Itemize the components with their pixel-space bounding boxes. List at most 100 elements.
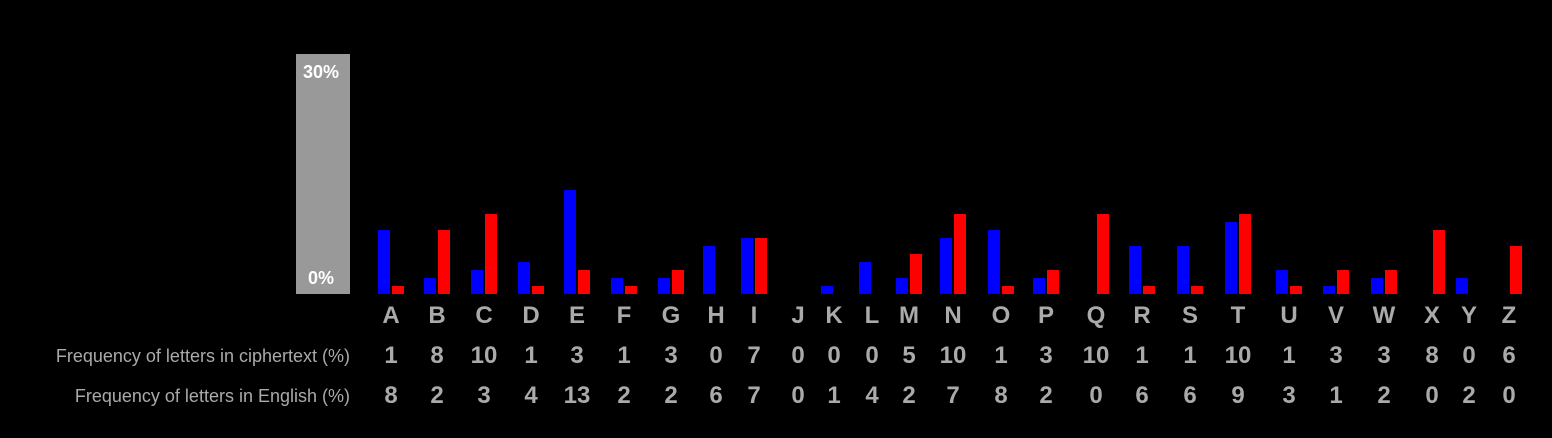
value-english-h: 6 [709,382,722,409]
value-english-o: 8 [994,382,1007,409]
bar-english-m [910,254,922,294]
bar-ciphertext-v [1323,286,1335,294]
value-ciphertext-i: 7 [747,342,760,369]
letter-label-a: A [382,302,399,329]
value-english-w: 2 [1377,382,1390,409]
letter-label-n: N [944,302,961,329]
value-english-g: 2 [664,382,677,409]
bar-english-r [1143,286,1155,294]
bar-english-u [1290,286,1302,294]
letter-label-e: E [569,302,585,329]
bar-ciphertext-u [1276,270,1288,294]
value-ciphertext-v: 3 [1329,342,1342,369]
letter-label-c: C [475,302,492,329]
scale-min-label: 0% [308,268,334,288]
bar-ciphertext-l [859,262,871,294]
bar-english-p [1047,270,1059,294]
value-ciphertext-a: 1 [384,342,397,369]
value-english-l: 4 [865,382,879,409]
bar-english-c [485,214,497,294]
bar-ciphertext-m [896,278,908,294]
bar-ciphertext-e [564,190,576,294]
bar-english-n [954,214,966,294]
value-ciphertext-b: 8 [430,342,443,369]
bar-ciphertext-t [1225,222,1237,294]
bar-english-q [1097,214,1109,294]
bar-ciphertext-w [1371,278,1383,294]
scale-bar [296,54,350,294]
value-english-v: 1 [1329,382,1342,409]
letter-label-w: W [1373,302,1396,329]
value-english-m: 2 [902,382,915,409]
scale-max-label: 30% [303,62,339,82]
value-ciphertext-c: 10 [471,342,498,369]
letter-label-p: P [1038,302,1054,329]
value-ciphertext-m: 5 [902,342,915,369]
value-ciphertext-o: 1 [994,342,1007,369]
bar-english-z [1510,246,1522,294]
value-ciphertext-z: 6 [1502,342,1515,369]
value-english-n: 7 [946,382,959,409]
letter-label-i: I [751,302,758,329]
bar-ciphertext-n [940,238,952,294]
bar-ciphertext-a [378,230,390,294]
value-english-u: 3 [1282,382,1295,409]
row-label-ciphertext: Frequency of letters in ciphertext (%) [56,346,350,366]
letter-label-o: O [992,302,1011,329]
value-english-d: 4 [524,382,538,409]
bar-ciphertext-h [703,246,715,294]
letter-label-m: M [899,302,919,329]
bar-ciphertext-d [518,262,530,294]
value-ciphertext-r: 1 [1135,342,1148,369]
letter-label-t: T [1231,302,1246,329]
letter-label-k: K [825,302,843,329]
letter-label-b: B [428,302,445,329]
bars-group [378,190,1522,294]
value-ciphertext-s: 1 [1183,342,1196,369]
bar-ciphertext-f [611,278,623,294]
row-label-english: Frequency of letters in English (%) [75,386,350,406]
bar-ciphertext-c [471,270,483,294]
letter-label-s: S [1182,302,1198,329]
value-ciphertext-g: 3 [664,342,677,369]
bar-ciphertext-k [821,286,833,294]
bar-english-o [1002,286,1014,294]
value-english-q: 0 [1089,382,1102,409]
value-ciphertext-p: 3 [1039,342,1052,369]
value-english-a: 8 [384,382,397,409]
value-ciphertext-y: 0 [1462,342,1475,369]
value-english-j: 0 [791,382,804,409]
value-ciphertext-x: 8 [1425,342,1438,369]
value-english-x: 0 [1425,382,1438,409]
value-ciphertext-j: 0 [791,342,804,369]
bar-ciphertext-o [988,230,1000,294]
value-english-y: 2 [1462,382,1475,409]
bar-ciphertext-s [1177,246,1189,294]
value-ciphertext-e: 3 [570,342,583,369]
bar-english-g [672,270,684,294]
value-english-f: 2 [617,382,630,409]
value-english-r: 6 [1135,382,1148,409]
bar-ciphertext-i [741,238,753,294]
letter-label-h: H [707,302,724,329]
row-values-english: 8 2 3 4 13 2 2 6 7 0 1 4 2 7 8 2 0 6 6 9 3 1 2 0 2 0 [384,382,1515,409]
value-ciphertext-d: 1 [524,342,537,369]
bar-ciphertext-g [658,278,670,294]
row-values-ciphertext: 1 8 10 1 3 1 3 0 7 0 0 0 5 10 1 3 10 1 1 10 1 3 3 8 0 6 [384,342,1515,369]
letter-label-v: V [1328,302,1344,329]
bar-english-b [438,230,450,294]
value-ciphertext-w: 3 [1377,342,1390,369]
bar-english-i [755,238,767,294]
value-ciphertext-q: 10 [1083,342,1110,369]
letter-label-z: Z [1502,302,1517,329]
bar-english-t [1239,214,1251,294]
bar-english-w [1385,270,1397,294]
letter-label-q: Q [1087,302,1106,329]
letter-label-j: J [791,302,804,329]
value-english-b: 2 [430,382,443,409]
letter-label-f: F [617,302,632,329]
bar-ciphertext-r [1129,246,1141,294]
bar-english-f [625,286,637,294]
